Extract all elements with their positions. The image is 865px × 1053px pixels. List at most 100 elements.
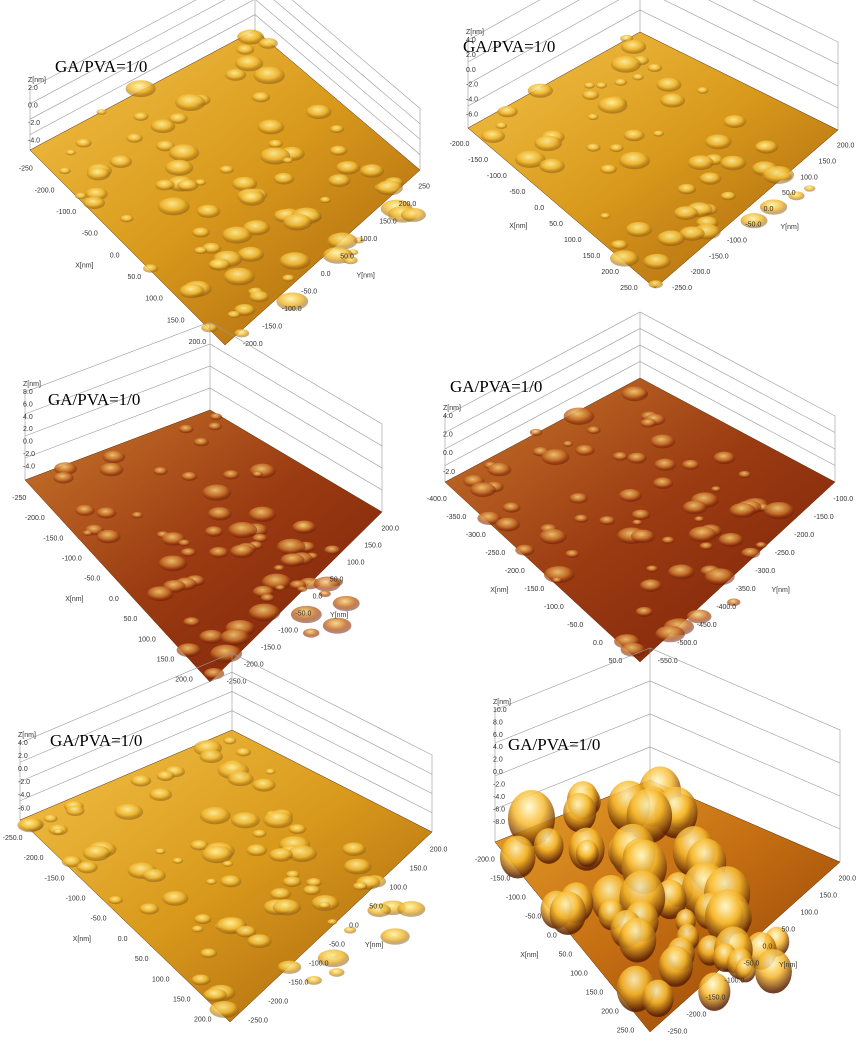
surface-bump (306, 878, 322, 887)
surface-bump (380, 928, 410, 945)
z-tick-label: 2.0 (443, 432, 453, 439)
surface-bump (563, 407, 595, 425)
z-tick-label: -2.0 (493, 782, 505, 789)
surface-bump (53, 472, 74, 484)
surface-bump (575, 839, 599, 868)
surface-bump (223, 267, 255, 286)
surface-bump (657, 230, 686, 247)
box-grid (19, 691, 433, 794)
z-tick-label: 0.0 (28, 103, 38, 110)
z-tick-label: -2.0 (18, 779, 30, 786)
surface-bump (652, 477, 674, 489)
x-tick-label: 200.0 (601, 269, 619, 276)
surface-bump (235, 925, 257, 938)
y-tick-label: -200.0 (690, 269, 710, 276)
x-tick-label: -100.0 (544, 604, 564, 611)
surface-bump (268, 848, 294, 862)
surface-bump (487, 462, 512, 477)
x-tick-label: -200.0 (505, 568, 525, 575)
surface-bump (201, 845, 233, 864)
surface-bump (329, 125, 344, 133)
z-tick-label: -2.0 (28, 120, 40, 127)
surface-bump (222, 860, 234, 867)
z-axis-label: Z[nm] (466, 29, 484, 36)
x-tick-label: -200.0 (24, 855, 44, 862)
z-tick-label: -4.0 (493, 794, 505, 801)
x-tick-label: -100.0 (487, 173, 507, 180)
surface-bump (569, 493, 588, 504)
surface-bump (600, 213, 611, 219)
surface-bump (620, 642, 646, 657)
surface-bump (305, 104, 332, 120)
y-tick-label: 0.0 (763, 943, 773, 950)
z-tick-label: 2.0 (28, 85, 38, 92)
surface-bump (208, 258, 231, 271)
y-tick-label: -100.0 (309, 960, 329, 967)
surface-bump (280, 553, 305, 567)
x-tick-label: 100.0 (570, 970, 588, 977)
x-tick-label: 150.0 (583, 253, 601, 260)
x-tick-label: -100.0 (56, 209, 76, 216)
surface-bump (207, 507, 232, 521)
surface-bump (677, 183, 697, 195)
surface-bump (96, 529, 121, 544)
y-axis-label: Y[nm] (330, 612, 348, 619)
surface-bump (125, 80, 156, 98)
surface-bump (176, 643, 201, 657)
x-tick-label: -150.0 (43, 535, 63, 542)
surface-bump (248, 506, 277, 523)
surface-bump (120, 214, 134, 223)
surface-bump (222, 470, 240, 480)
surface-bump (539, 158, 565, 174)
surface-bump (754, 140, 779, 154)
surface-bump (658, 945, 693, 987)
surface-bump (646, 565, 659, 573)
x-tick-label: -150.0 (468, 157, 488, 164)
y-tick-label: 150.0 (820, 892, 838, 899)
x-tick-label: 50.0 (559, 951, 573, 958)
surface (467, 31, 839, 289)
x-tick-label: 100.0 (564, 237, 582, 244)
y-tick-label: 150.0 (364, 542, 382, 549)
panel-label: GA/PVA=1/0 (450, 377, 542, 396)
surface-bump (192, 227, 210, 238)
x-tick-label: -250 (12, 495, 26, 502)
surface-bump (194, 914, 212, 925)
y-tick-label: -50.0 (745, 222, 761, 229)
surface-bump (515, 544, 535, 556)
surface-bump (158, 555, 188, 572)
surface-bump (227, 771, 254, 787)
surface-bump (303, 628, 320, 638)
y-tick-label: -250.0 (668, 1028, 688, 1035)
surface-bump (332, 595, 360, 612)
y-tick-label: -100.0 (725, 977, 745, 984)
surface-bump (257, 119, 285, 135)
box-grid (444, 361, 836, 466)
afm-panel: GA/PVA=1/0 Z[nm]4.0 2.0 0.0 -2.0 -4.0 -6.0 -250… (3, 652, 448, 1024)
afm-panel: GA/PVA=1/0 Z[nm]4.0 2.0 0.0 -2.0 -400.0 -350.0… (427, 311, 853, 665)
y-axis-label: Y[nm] (365, 942, 383, 949)
surface-bump (625, 222, 653, 237)
surface-bump (177, 179, 199, 192)
z-tick-label: 4.0 (493, 744, 503, 751)
surface-bump (762, 166, 795, 184)
surface-bump (688, 526, 717, 543)
y-tick-label: 0.0 (321, 271, 331, 278)
surface-bump (268, 139, 283, 148)
surface-bump (699, 542, 714, 550)
surface-bump (75, 138, 92, 148)
surface-bump (623, 129, 645, 142)
y-tick-label: 150.0 (379, 219, 397, 226)
surface-bump (609, 144, 624, 153)
surface-bump (153, 467, 168, 476)
surface-bump (235, 55, 264, 72)
surface-bump (191, 925, 204, 933)
surface-bump (155, 179, 175, 191)
surface-bump (199, 749, 223, 764)
surface-bump (322, 617, 352, 634)
x-axis-label: X[nm] (75, 262, 93, 269)
surface-bump (376, 180, 403, 196)
surface-bump (612, 452, 628, 461)
surface-bump (610, 55, 642, 73)
x-tick-label: -100.0 (506, 894, 526, 901)
